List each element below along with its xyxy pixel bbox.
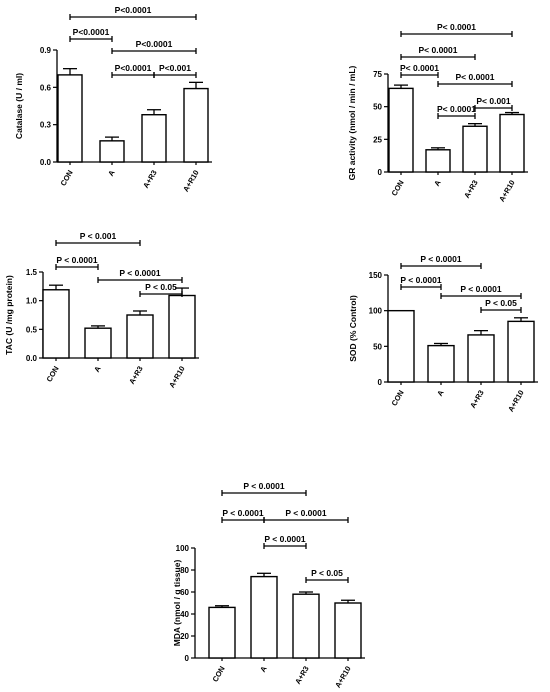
- x-tick-label: A: [106, 168, 117, 178]
- p-value-label: P<0.0001: [115, 5, 152, 15]
- y-tick-label: 25: [373, 135, 382, 144]
- p-value-label: P < 0.05: [311, 568, 343, 578]
- y-tick-label: 1.5: [26, 268, 38, 277]
- x-tick-label: A: [92, 364, 103, 374]
- x-tick-label: A+R10: [506, 389, 526, 414]
- bar: [57, 74, 83, 163]
- p-value-label: P<0.001: [159, 63, 191, 73]
- y-tick-label: 0.0: [40, 158, 52, 167]
- x-tick-label: A+R10: [497, 179, 517, 204]
- y-tick-label: 150: [369, 271, 383, 280]
- y-tick-label: 0.0: [26, 354, 38, 363]
- bar: [99, 140, 125, 163]
- bar: [126, 314, 154, 359]
- y-tick-label: 20: [180, 632, 189, 641]
- y-tick-label: 1.0: [26, 297, 38, 306]
- p-value-label: P < 0.001: [80, 231, 117, 241]
- bar: [427, 344, 455, 383]
- bar: [425, 149, 451, 173]
- bar: [467, 334, 495, 383]
- y-tick-label: 0.5: [26, 325, 38, 334]
- bar: [168, 294, 196, 359]
- y-axis-label: GR activity (nmol / min / mL): [347, 65, 357, 180]
- y-tick-label: 50: [373, 342, 382, 351]
- y-tick-label: 0: [185, 654, 190, 663]
- bar: [334, 602, 362, 659]
- p-value-label: P< 0.0001: [437, 104, 476, 114]
- bar: [292, 593, 320, 659]
- p-value-label: P < 0.0001: [285, 508, 326, 518]
- bar: [42, 289, 70, 359]
- y-tick-label: 0: [378, 378, 383, 387]
- x-tick-label: A+R10: [167, 365, 187, 390]
- bar: [388, 87, 414, 173]
- y-tick-label: 100: [176, 544, 190, 553]
- y-tick-label: 0: [378, 168, 383, 177]
- mda-chart: 0 20 40 60 80 100 MDA (nmol / g tissue) CON A A+R…: [172, 481, 365, 689]
- x-tick-label: CON: [211, 665, 227, 684]
- p-value-label: P< 0.001: [476, 96, 511, 106]
- bar: [499, 113, 525, 173]
- x-tick-label: A: [258, 664, 269, 674]
- bar: [462, 125, 488, 173]
- y-tick-label: 100: [369, 307, 383, 316]
- bar: [250, 575, 278, 659]
- x-tick-label: A+R3: [293, 665, 310, 686]
- x-tick-label: CON: [59, 169, 75, 188]
- y-tick-label: 50: [373, 103, 382, 112]
- p-value-label: P < 0.05: [485, 298, 517, 308]
- x-tick-label: A+R10: [181, 169, 201, 194]
- x-tick-label: A+R3: [141, 169, 158, 190]
- y-axis-label: Catalase (U / ml): [14, 73, 24, 139]
- x-tick-label: CON: [390, 179, 406, 198]
- p-value-label: P < 0.0001: [222, 508, 263, 518]
- p-value-label: P<0.0001: [115, 63, 152, 73]
- p-value-label: P<0.0001: [136, 39, 173, 49]
- y-tick-label: 75: [373, 70, 382, 79]
- y-tick-label: 60: [180, 588, 189, 597]
- bar: [141, 114, 167, 163]
- y-tick-label: 0.3: [40, 121, 52, 130]
- x-tick-label: A+R10: [333, 665, 353, 690]
- bar: [208, 606, 236, 659]
- y-axis-label: TAC (U /mg protein): [4, 275, 14, 355]
- x-tick-label: A+R3: [462, 179, 479, 200]
- y-axis-label: SOD (% Control): [348, 295, 358, 362]
- y-tick-label: 80: [180, 566, 189, 575]
- x-tick-label: CON: [390, 389, 406, 408]
- p-value-label: P < 0.0001: [420, 254, 461, 264]
- p-value-label: P < 0.0001: [243, 481, 284, 491]
- sod-chart: 0 50 100 150 SOD (% Control) CON A A+R3 A+R10 P <…: [348, 254, 538, 413]
- bar: [183, 87, 209, 163]
- p-value-label: P<0.0001: [73, 27, 110, 37]
- x-tick-label: A+R3: [127, 365, 144, 386]
- x-tick-label: CON: [45, 365, 61, 384]
- bar: [84, 327, 112, 359]
- p-value-label: P < 0.0001: [460, 284, 501, 294]
- p-value-label: P < 0.0001: [119, 268, 160, 278]
- catalase-chart: 0.0 0.3 0.6 0.9 Catalase (U / ml) CON A A+R3 A+R…: [14, 5, 212, 193]
- p-value-label: P < 0.0001: [264, 534, 305, 544]
- y-tick-label: 0.6: [40, 83, 52, 92]
- y-axis-label: MDA (nmol / g tissue): [172, 560, 182, 647]
- x-tick-label: A: [432, 178, 443, 188]
- bar: [387, 309, 415, 383]
- y-tick-label: 0.9: [40, 46, 52, 55]
- p-value-label: P < 0.0001: [56, 255, 97, 265]
- tac-chart: 0.0 0.5 1.0 1.5 TAC (U /mg protein) CON A A+R3 A…: [4, 231, 199, 389]
- bar: [507, 320, 535, 383]
- p-value-label: P< 0.0001: [437, 22, 476, 32]
- x-tick-label: A+R3: [468, 389, 485, 410]
- p-value-label: P < 0.0001: [400, 275, 441, 285]
- p-value-label: P< 0.0001: [456, 72, 495, 82]
- p-value-label: P < 0.05: [145, 282, 177, 292]
- y-tick-label: 40: [180, 610, 189, 619]
- p-value-label: P< 0.0001: [400, 63, 439, 73]
- gr-activity-chart: 0 25 50 75 GR activity (nmol / min / mL) CON A…: [347, 22, 528, 203]
- x-tick-label: A: [435, 388, 446, 398]
- p-value-label: P< 0.0001: [419, 45, 458, 55]
